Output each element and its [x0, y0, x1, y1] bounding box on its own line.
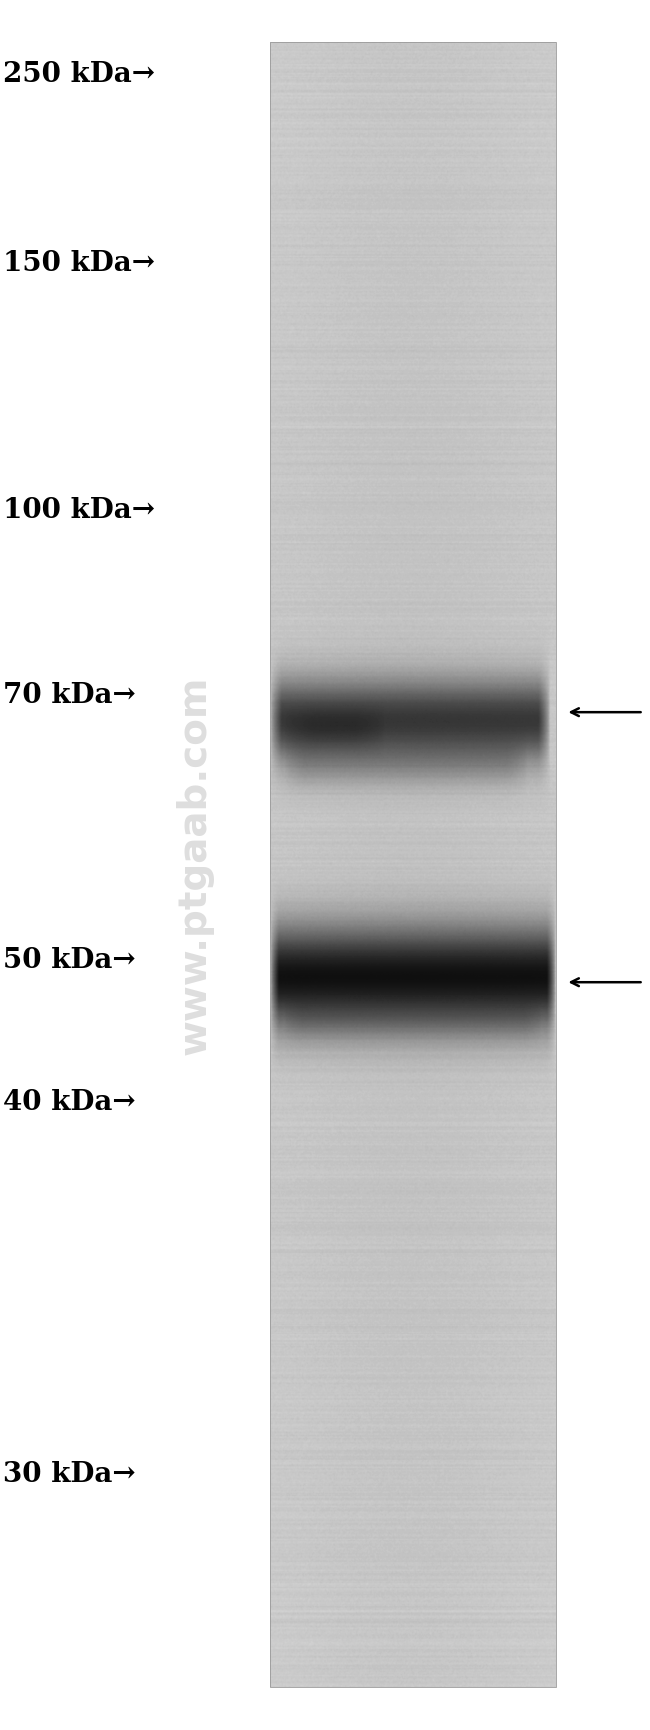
Text: 70 kDa→: 70 kDa→ — [3, 682, 136, 709]
Text: 250 kDa→: 250 kDa→ — [3, 61, 155, 88]
Text: 150 kDa→: 150 kDa→ — [3, 249, 155, 277]
Text: 30 kDa→: 30 kDa→ — [3, 1460, 136, 1488]
Bar — [270, 43, 556, 1687]
Text: 50 kDa→: 50 kDa→ — [3, 946, 136, 974]
Text: 100 kDa→: 100 kDa→ — [3, 497, 155, 524]
Text: www.ptgaab.com: www.ptgaab.com — [176, 675, 214, 1055]
Text: 40 kDa→: 40 kDa→ — [3, 1088, 136, 1116]
